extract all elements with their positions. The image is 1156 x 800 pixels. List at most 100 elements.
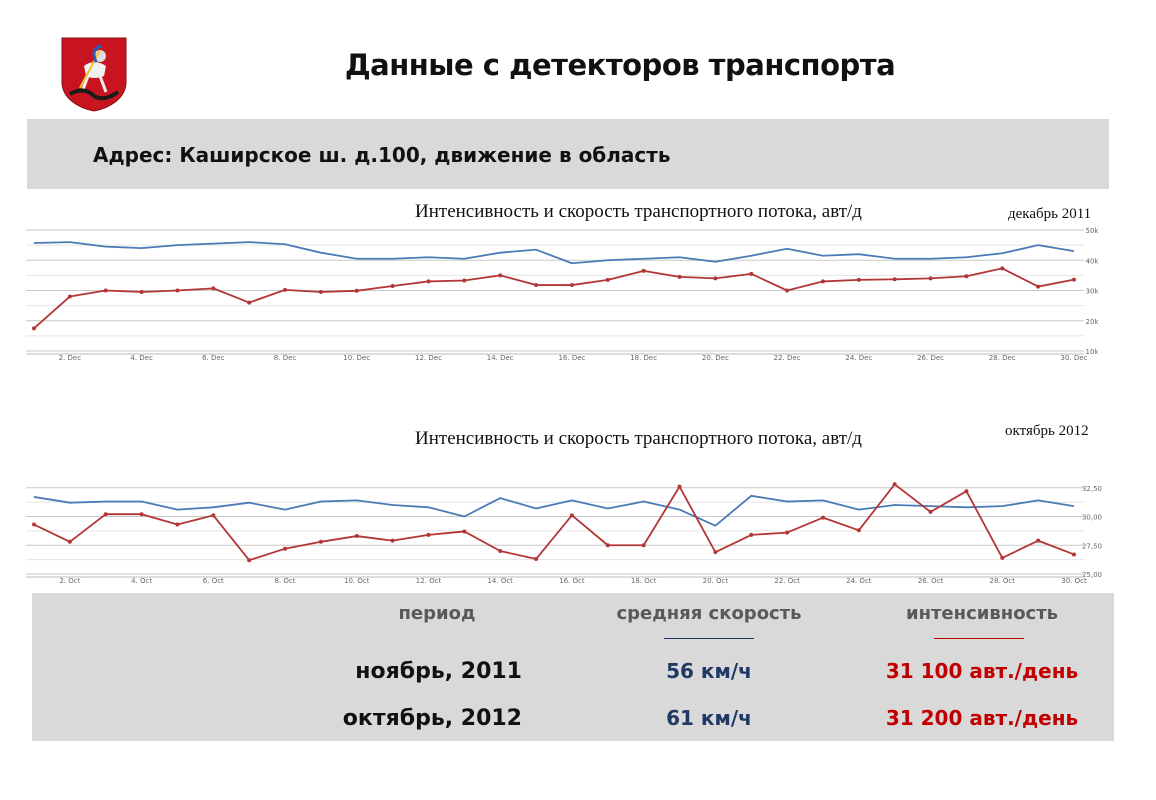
intensity-point: [32, 522, 36, 527]
intensity-point: [820, 515, 825, 520]
intensity-point: [426, 532, 431, 537]
y-tick-label: 25,00: [1082, 571, 1102, 579]
intensity-point: [32, 326, 36, 331]
page-title: Данные с детекторов транспорта: [344, 48, 896, 82]
x-tick-label: 4. Dec: [130, 354, 153, 362]
x-tick-label: 2. Dec: [59, 354, 82, 362]
speed-underline: [664, 638, 754, 639]
address-text: Адрес: Каширское ш. д.100, движение в об…: [93, 143, 671, 167]
intensity-point: [713, 276, 718, 281]
row-1-period: ноябрь, 2011: [355, 659, 522, 684]
intensity-point: [820, 279, 825, 284]
intensity-point: [677, 274, 682, 279]
intensity-point: [498, 273, 503, 278]
intensity-point: [1072, 277, 1076, 282]
intensity-point: [211, 513, 216, 518]
x-tick-label: 16. Dec: [558, 354, 585, 362]
x-tick-label: 8. Dec: [274, 354, 297, 362]
x-tick-label: 26. Oct: [918, 577, 944, 585]
chart-1-period-label: декабрь 2011: [1008, 206, 1092, 222]
intensity-point: [67, 294, 72, 299]
row-1-avg-speed: 56 км/ч: [666, 659, 752, 683]
y-tick-label: 27,50: [1082, 542, 1102, 550]
intensity-point: [534, 557, 539, 562]
x-tick-label: 20. Oct: [703, 577, 729, 585]
x-tick-label: 26. Dec: [917, 354, 944, 362]
intensity-point: [892, 482, 897, 487]
intensity-point: [247, 300, 252, 305]
intensity-point: [641, 268, 646, 273]
intensity-point: [318, 539, 323, 544]
x-tick-label: 12. Oct: [416, 577, 442, 585]
x-tick-label: 6. Oct: [203, 577, 224, 585]
intensity-series-line: [33, 483, 1075, 562]
y-tick-label: 10k: [1086, 348, 1100, 356]
x-tick-label: 28. Dec: [989, 354, 1016, 362]
speed-series-line: [33, 241, 1075, 265]
intensity-point: [928, 276, 933, 281]
x-tick-label: 18. Dec: [630, 354, 657, 362]
x-tick-label: 30. Oct: [1061, 577, 1087, 585]
intensity-point: [1000, 266, 1005, 271]
chart-december-2011: 10k 20k 30k 40k 50k 2. Dec 4. Dec 6. Dec 8. Dec 1…: [26, 227, 1100, 362]
intensity-point: [856, 528, 861, 533]
intensity-point: [139, 512, 144, 517]
intensity-point: [175, 522, 180, 527]
header-intensity: интенсивность: [905, 603, 1059, 624]
x-tick-label: 22. Oct: [774, 577, 800, 585]
x-tick-label: 10. Dec: [343, 354, 370, 362]
header-period: период: [398, 603, 476, 624]
row-2-period: октябрь, 2012: [342, 706, 522, 731]
intensity-point: [103, 288, 108, 293]
intensity-point: [749, 271, 754, 276]
y-tick-label: 50k: [1086, 227, 1100, 235]
intensity-point: [785, 530, 790, 535]
chart-october-2012: 25,00 27,50 30,00 32,50 2. Oct 4. Oct 6. Oct 8.…: [26, 482, 1102, 585]
intensity-point: [1036, 538, 1041, 543]
x-tick-label: 2. Oct: [59, 577, 80, 585]
x-tick-label: 20. Dec: [702, 354, 729, 362]
y-tick-label: 20k: [1086, 318, 1100, 326]
row-2-avg-speed: 61 км/ч: [666, 706, 752, 730]
row-2-intensity: 31 200 авт./день: [885, 706, 1079, 730]
intensity-point: [283, 287, 288, 292]
intensity-point: [390, 538, 395, 543]
intensity-point: [390, 283, 395, 288]
x-tick-label: 18. Oct: [631, 577, 657, 585]
x-tick-label: 12. Dec: [415, 354, 442, 362]
x-tick-label: 14. Dec: [487, 354, 514, 362]
intensity-point: [175, 288, 180, 293]
intensity-series-line: [33, 267, 1075, 329]
moscow-coat-of-arms-logo: [60, 36, 128, 112]
x-tick-label: 24. Oct: [846, 577, 872, 585]
intensity-point: [964, 274, 969, 279]
intensity-point: [605, 543, 610, 548]
x-tick-label: 6. Dec: [202, 354, 225, 362]
chart-1-title: Интенсивность и скорость транспортного п…: [415, 201, 862, 222]
intensity-point: [1000, 555, 1005, 560]
x-tick-label: 28. Oct: [990, 577, 1016, 585]
intensity-point: [462, 278, 467, 283]
intensity-point: [247, 558, 252, 563]
intensity-point: [928, 509, 933, 514]
intensity-point: [462, 529, 467, 534]
x-tick-label: 10. Oct: [344, 577, 370, 585]
x-tick-label: 22. Dec: [774, 354, 801, 362]
intensity-underline: [934, 638, 1024, 639]
intensity-point: [1072, 552, 1076, 557]
y-tick-label: 40k: [1086, 257, 1100, 265]
chart-2-title: Интенсивность и скорость транспортного п…: [415, 428, 862, 449]
intensity-point: [139, 290, 144, 295]
intensity-point: [103, 512, 108, 517]
summary-panel: период средняя скорость интенсивность но…: [32, 593, 1114, 741]
x-tick-label: 30. Dec: [1061, 354, 1088, 362]
y-tick-label: 30,00: [1082, 514, 1102, 522]
intensity-point: [67, 539, 72, 544]
y-tick-label: 30k: [1086, 288, 1100, 296]
intensity-point: [498, 549, 503, 553]
intensity-point: [283, 546, 288, 551]
x-tick-label: 14. Oct: [487, 577, 513, 585]
header-avg-speed: средняя скорость: [616, 603, 802, 624]
intensity-point: [318, 290, 323, 295]
speed-series-line: [33, 494, 1075, 527]
